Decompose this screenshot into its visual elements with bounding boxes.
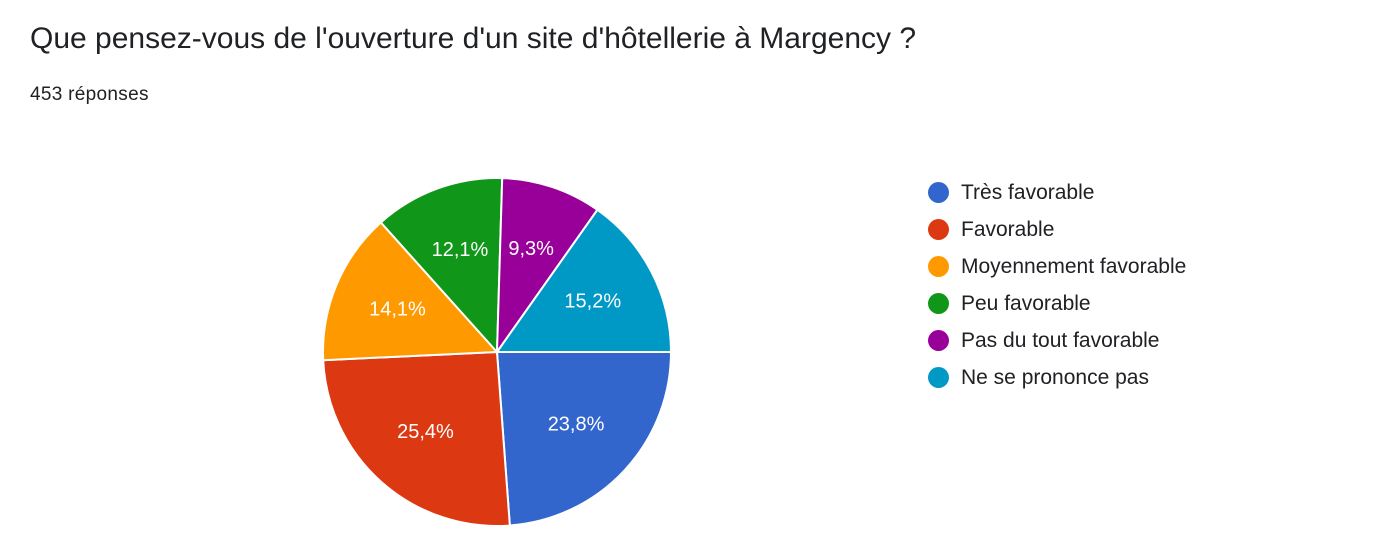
pie-slice-6[interactable] xyxy=(495,208,673,353)
slice-label-4: 12,1% xyxy=(432,239,489,261)
slice-label-3: 14,1% xyxy=(369,299,426,321)
chart-legend: Très favorable Favorable Moyennement favor… xyxy=(928,174,1186,396)
legend-swatch-icon xyxy=(928,182,949,203)
legend-item[interactable]: Peu favorable xyxy=(928,285,1186,322)
pie-slice-4[interactable] xyxy=(379,177,504,355)
slice-label-6: 15,2% xyxy=(564,291,621,313)
legend-item[interactable]: Ne se prononce pas xyxy=(928,359,1186,396)
legend-item[interactable]: Pas du tout favorable xyxy=(928,322,1186,359)
legend-swatch-icon xyxy=(928,293,949,314)
legend-item[interactable]: Moyennement favorable xyxy=(928,248,1186,285)
pie-slice-3[interactable] xyxy=(322,221,500,362)
legend-label: Favorable xyxy=(961,217,1055,241)
legend-label: Peu favorable xyxy=(961,291,1091,315)
slice-label-5: 9,3% xyxy=(508,238,554,260)
legend-swatch-icon xyxy=(928,367,949,388)
slice-label-1: 23,8% xyxy=(548,414,605,436)
pie-slice-1[interactable] xyxy=(495,351,673,527)
slice-label-2: 25,4% xyxy=(397,421,454,443)
legend-label: Pas du tout favorable xyxy=(961,328,1160,352)
legend-swatch-icon xyxy=(928,219,949,240)
legend-item[interactable]: Très favorable xyxy=(928,174,1186,211)
legend-label: Moyennement favorable xyxy=(961,254,1187,278)
legend-swatch-icon xyxy=(928,256,949,277)
response-count: 453 réponses xyxy=(30,84,149,105)
legend-label: Très favorable xyxy=(961,180,1095,204)
legend-swatch-icon xyxy=(928,330,949,351)
pie-slice-5[interactable] xyxy=(495,177,599,356)
pie-slice-2[interactable] xyxy=(322,350,511,527)
chart-title: Que pensez-vous de l'ouverture d'un site… xyxy=(30,22,917,55)
legend-label: Ne se prononce pas xyxy=(961,365,1149,389)
legend-item[interactable]: Favorable xyxy=(928,211,1186,248)
